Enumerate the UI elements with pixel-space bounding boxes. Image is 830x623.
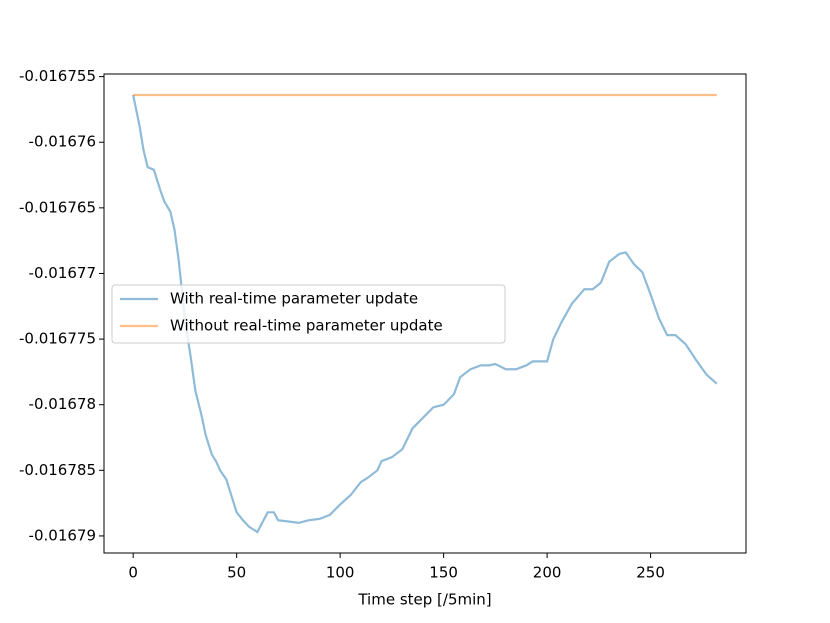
legend-label: Without real-time parameter update	[170, 317, 443, 335]
x-tick-label: 100	[326, 564, 355, 582]
x-tick-label: 0	[128, 564, 138, 582]
y-tick-label: -0.016765	[19, 198, 96, 216]
plot-frame	[103, 73, 747, 554]
y-tick-label: -0.016785	[19, 461, 96, 479]
series-line	[132, 94, 718, 534]
x-tick-label: 250	[636, 564, 665, 582]
x-axis-label: Time step [/5min]	[357, 591, 491, 609]
y-tick-label: -0.01676	[29, 133, 96, 151]
legend-box	[111, 284, 506, 344]
y-tick-label: -0.01678	[29, 395, 96, 413]
x-tick-label: 200	[533, 564, 562, 582]
x-tick-label: 50	[227, 564, 246, 582]
y-tick-label: -0.01677	[29, 264, 96, 282]
y-tick-label: -0.016775	[19, 330, 96, 348]
y-tick-label: -0.016755	[19, 67, 96, 85]
legend-label: With real-time parameter update	[170, 290, 418, 308]
x-tick-label: 150	[429, 564, 458, 582]
y-tick-label: -0.01679	[29, 526, 96, 544]
